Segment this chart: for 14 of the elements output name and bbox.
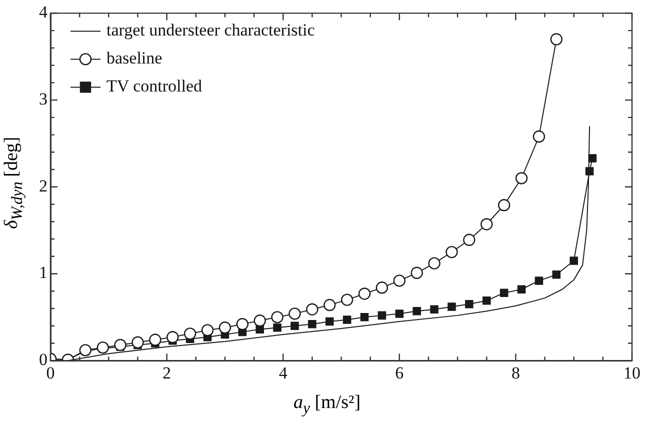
x-tick-label: 6: [395, 363, 404, 382]
y-tick-label: 2: [39, 176, 48, 196]
legend-label: target understeer characteristic: [106, 20, 316, 40]
y-tick-label: 0: [39, 350, 48, 370]
y-tick-label: 1: [39, 263, 48, 282]
x-axis-title: a$_{y}$ [m/s²]: [292, 392, 362, 418]
x-tick-label: 8: [511, 363, 520, 382]
x-tick-label: 4: [278, 363, 288, 382]
legend-label: baseline: [106, 48, 162, 68]
x-tick-label: 10: [624, 363, 640, 382]
y-tick-label: 4: [39, 2, 48, 22]
y-tick-label: 3: [39, 90, 48, 109]
x-tick-label: 2: [162, 363, 172, 382]
legend-label: TV controlled: [106, 76, 203, 96]
